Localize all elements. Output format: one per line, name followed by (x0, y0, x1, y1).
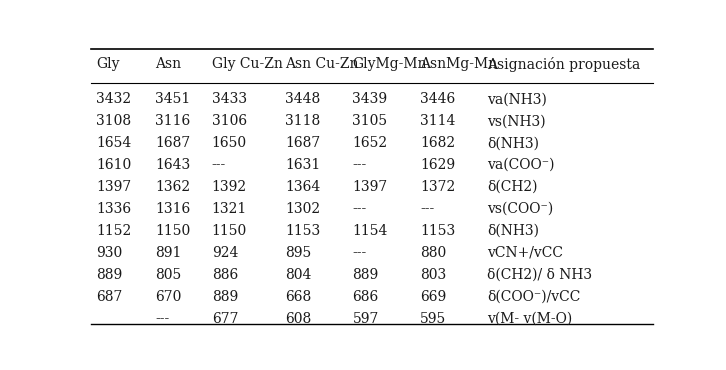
Text: 1362: 1362 (155, 180, 191, 194)
Text: va(COO⁻): va(COO⁻) (487, 158, 555, 172)
Text: 670: 670 (155, 290, 182, 304)
Text: Asn: Asn (155, 57, 182, 71)
Text: 608: 608 (285, 312, 311, 326)
Text: 889: 889 (97, 268, 123, 282)
Text: vs(NH3): vs(NH3) (487, 114, 546, 128)
Text: 880: 880 (420, 246, 446, 260)
Text: 1150: 1150 (155, 224, 191, 238)
Text: 930: 930 (97, 246, 123, 260)
Text: 1687: 1687 (285, 136, 320, 150)
Text: 595: 595 (420, 312, 446, 326)
Text: 924: 924 (212, 246, 238, 260)
Text: 891: 891 (155, 246, 182, 260)
Text: 669: 669 (420, 290, 446, 304)
Text: 3451: 3451 (155, 92, 191, 106)
Text: 3108: 3108 (97, 114, 131, 128)
Text: 3118: 3118 (285, 114, 320, 128)
Text: 804: 804 (285, 268, 311, 282)
Text: AsnMg-Mn: AsnMg-Mn (420, 57, 497, 71)
Text: 1302: 1302 (285, 202, 320, 216)
Text: 3439: 3439 (352, 92, 388, 106)
Text: ---: --- (212, 158, 226, 172)
Text: δ(NH3): δ(NH3) (487, 136, 539, 150)
Text: 1650: 1650 (212, 136, 247, 150)
Text: δ(CH2)/ δ NH3: δ(CH2)/ δ NH3 (487, 268, 592, 282)
Text: 1652: 1652 (352, 136, 388, 150)
Text: ---: --- (352, 158, 367, 172)
Text: 1336: 1336 (97, 202, 131, 216)
Text: Asn Cu-Zn: Asn Cu-Zn (285, 57, 359, 71)
Text: v(M- v(M-O): v(M- v(M-O) (487, 312, 573, 326)
Text: δ(NH3): δ(NH3) (487, 224, 539, 238)
Text: 1316: 1316 (155, 202, 191, 216)
Text: 803: 803 (420, 268, 446, 282)
Text: 1397: 1397 (352, 180, 388, 194)
Text: 1397: 1397 (97, 180, 131, 194)
Text: 3446: 3446 (420, 92, 455, 106)
Text: 1152: 1152 (97, 224, 131, 238)
Text: 597: 597 (352, 312, 379, 326)
Text: GlyMg-Mn: GlyMg-Mn (352, 57, 427, 71)
Text: 886: 886 (212, 268, 238, 282)
Text: 1153: 1153 (285, 224, 320, 238)
Text: 3432: 3432 (97, 92, 131, 106)
Text: 889: 889 (352, 268, 379, 282)
Text: 1392: 1392 (212, 180, 247, 194)
Text: 805: 805 (155, 268, 182, 282)
Text: 3105: 3105 (352, 114, 388, 128)
Text: 1631: 1631 (285, 158, 320, 172)
Text: 1687: 1687 (155, 136, 191, 150)
Text: 1150: 1150 (212, 224, 247, 238)
Text: vs(COO⁻): vs(COO⁻) (487, 202, 554, 216)
Text: δ(COO⁻)/vCC: δ(COO⁻)/vCC (487, 290, 581, 304)
Text: 889: 889 (212, 290, 238, 304)
Text: 1643: 1643 (155, 158, 191, 172)
Text: ---: --- (420, 202, 434, 216)
Text: va(NH3): va(NH3) (487, 92, 547, 106)
Text: 3106: 3106 (212, 114, 247, 128)
Text: 1629: 1629 (420, 158, 455, 172)
Text: 1654: 1654 (97, 136, 131, 150)
Text: 1682: 1682 (420, 136, 455, 150)
Text: 668: 668 (285, 290, 311, 304)
Text: vCN+/vCC: vCN+/vCC (487, 246, 563, 260)
Text: ---: --- (352, 246, 367, 260)
Text: 1321: 1321 (212, 202, 247, 216)
Text: 3116: 3116 (155, 114, 191, 128)
Text: 3448: 3448 (285, 92, 320, 106)
Text: 1153: 1153 (420, 224, 455, 238)
Text: 1372: 1372 (420, 180, 455, 194)
Text: Gly Cu-Zn: Gly Cu-Zn (212, 57, 282, 71)
Text: ---: --- (352, 202, 367, 216)
Text: 3114: 3114 (420, 114, 455, 128)
Text: Gly: Gly (97, 57, 120, 71)
Text: 895: 895 (285, 246, 311, 260)
Text: 1364: 1364 (285, 180, 320, 194)
Text: 677: 677 (212, 312, 238, 326)
Text: Asignación propuesta: Asignación propuesta (487, 57, 640, 72)
Text: 686: 686 (352, 290, 379, 304)
Text: 1154: 1154 (352, 224, 388, 238)
Text: δ(CH2): δ(CH2) (487, 180, 538, 194)
Text: 3433: 3433 (212, 92, 247, 106)
Text: 687: 687 (97, 290, 123, 304)
Text: 1610: 1610 (97, 158, 131, 172)
Text: ---: --- (155, 312, 170, 326)
